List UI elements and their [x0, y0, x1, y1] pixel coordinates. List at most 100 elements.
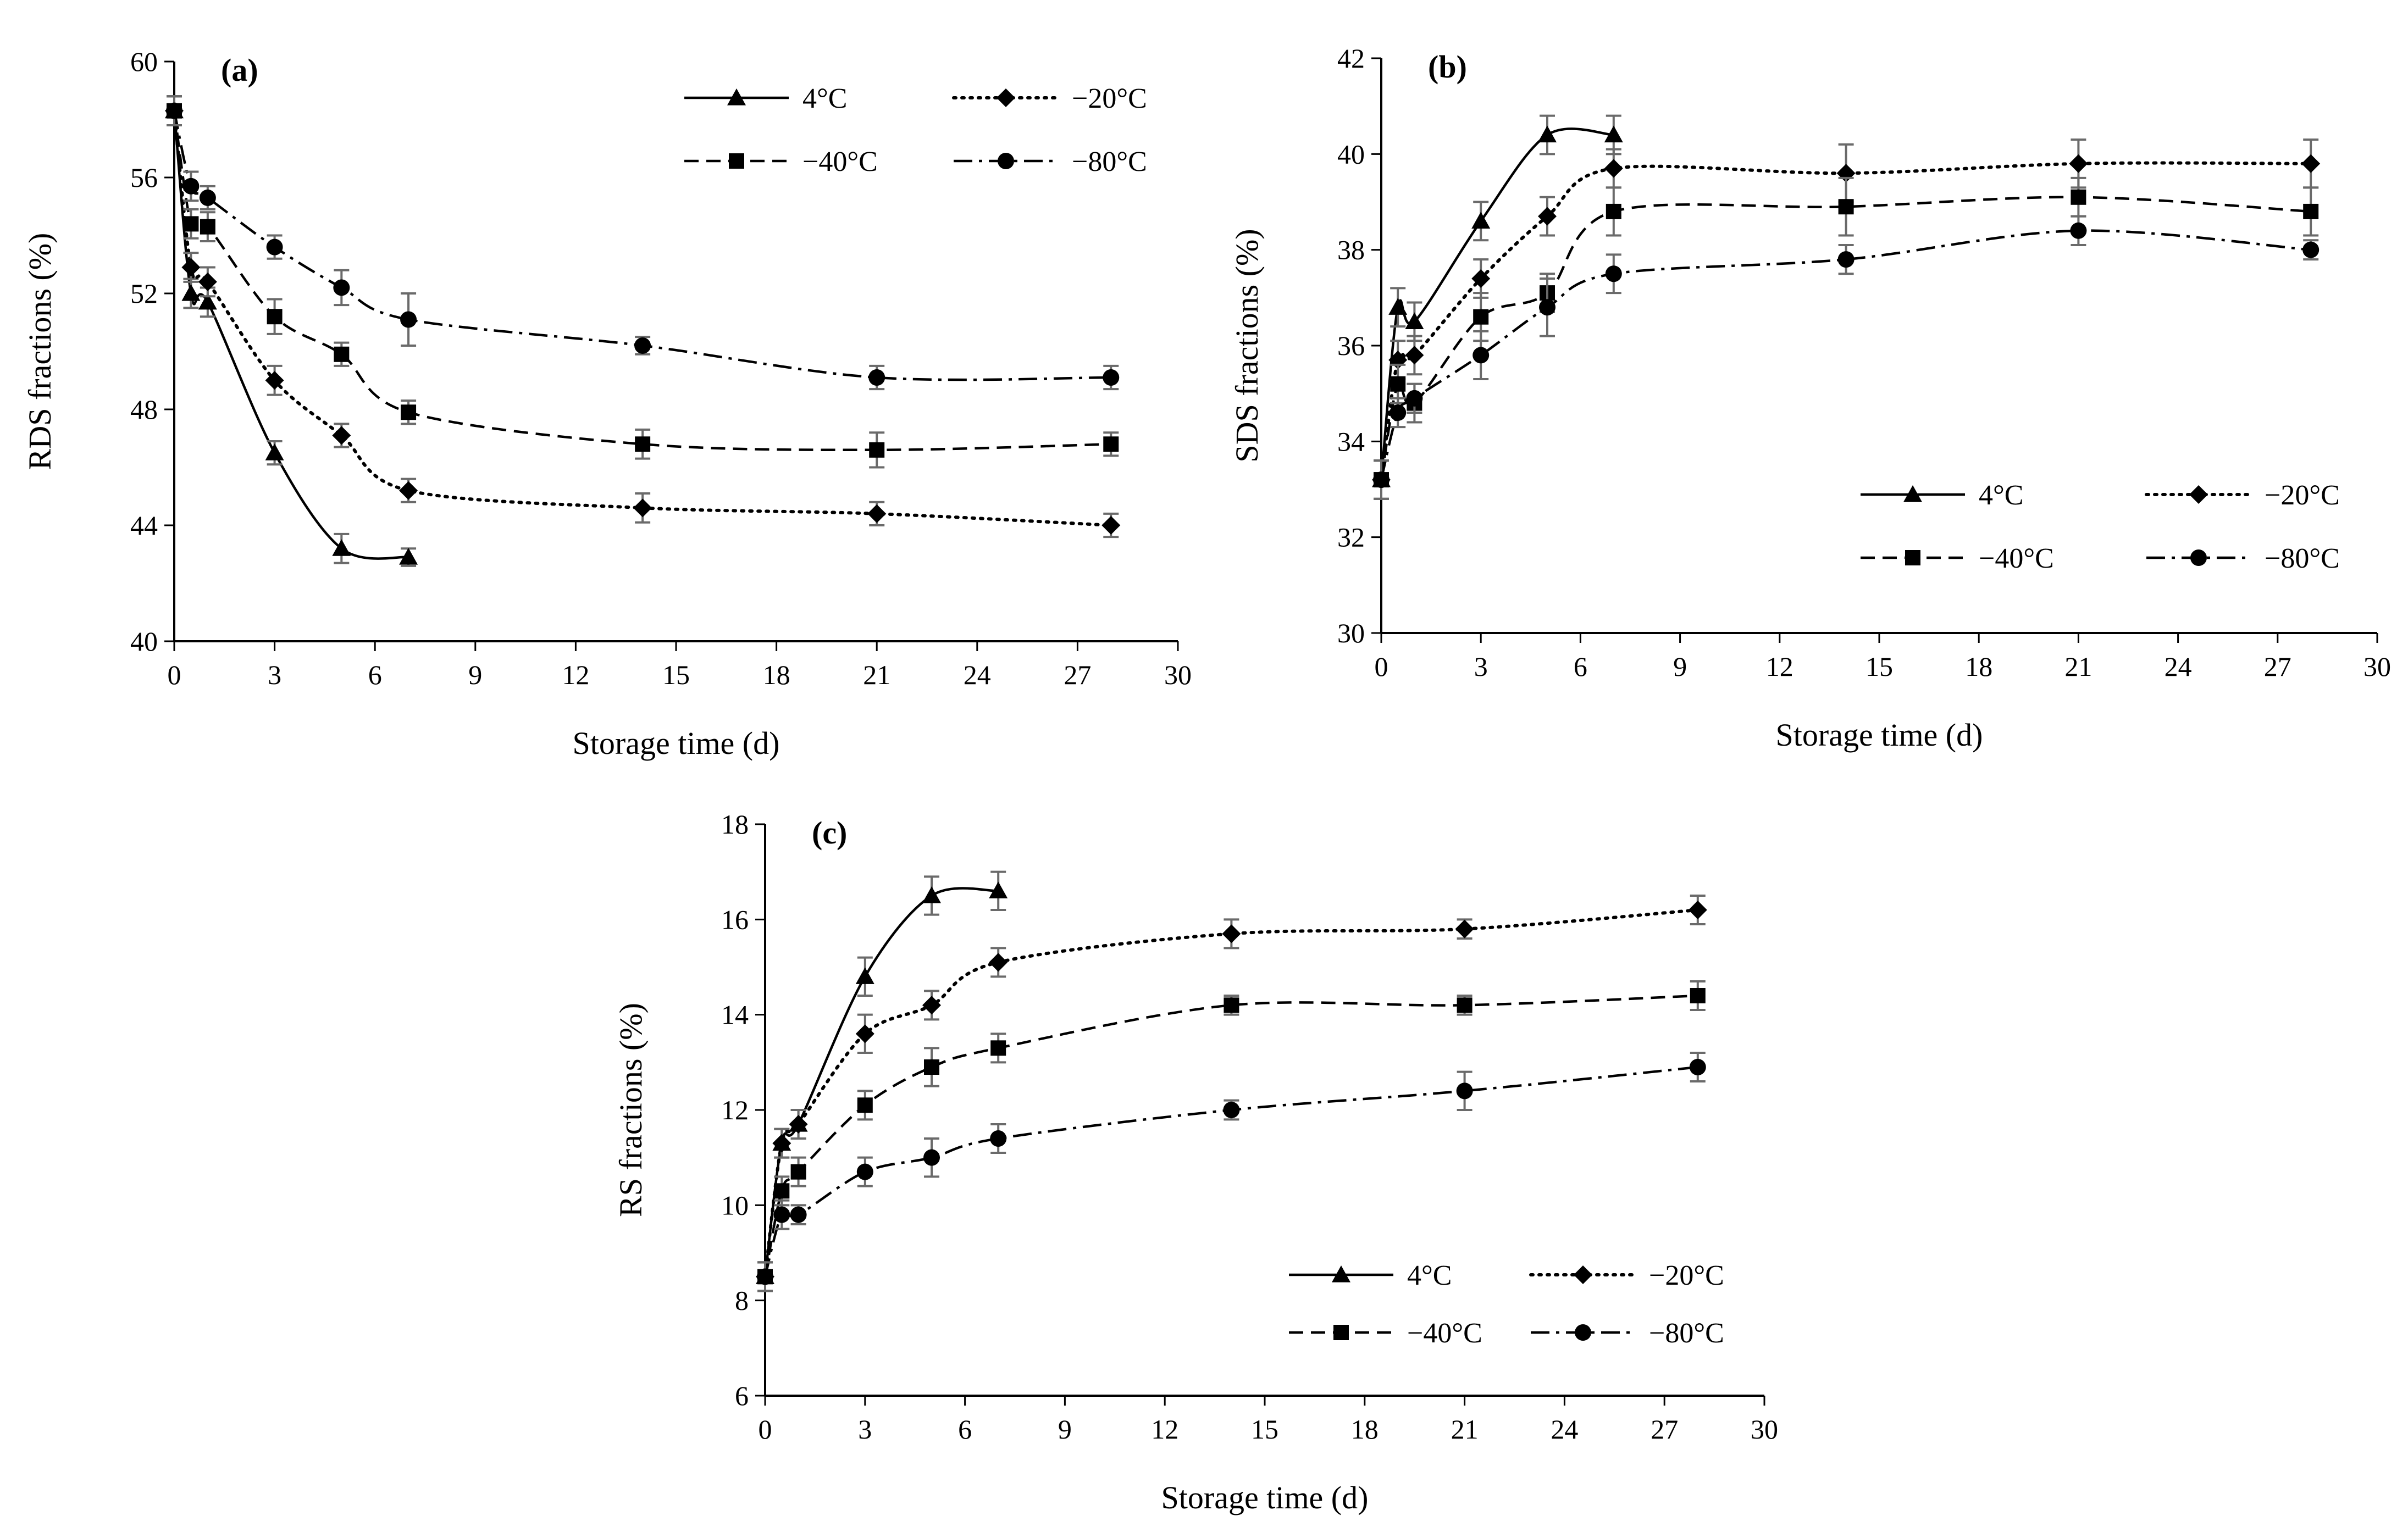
- x-tick-label: 3: [268, 659, 281, 690]
- data-point: [1689, 1059, 1706, 1075]
- x-axis-label: Storage time (d): [1776, 717, 1983, 753]
- data-point: [633, 498, 652, 518]
- data-point: [265, 371, 284, 390]
- data-point: [1690, 988, 1706, 1003]
- data-point: [772, 1134, 791, 1153]
- y-tick-label: 44: [130, 510, 158, 541]
- data-point: [1222, 924, 1241, 943]
- x-tick-label: 0: [1375, 651, 1388, 682]
- data-point: [989, 953, 1008, 972]
- y-tick-label: 10: [721, 1190, 749, 1220]
- legend-marker: [1905, 550, 1920, 565]
- x-tick-label: 21: [1451, 1414, 1479, 1445]
- x-tick-label: 15: [1251, 1414, 1278, 1445]
- x-tick-label: 15: [1865, 651, 1893, 682]
- legend-marker: [1332, 1265, 1350, 1282]
- data-point: [2069, 154, 2088, 173]
- data-point: [198, 292, 217, 310]
- x-tick-label: 15: [662, 659, 690, 690]
- data-point: [773, 1206, 790, 1223]
- series-1: [1372, 114, 1623, 500]
- data-point: [1604, 125, 1623, 143]
- data-point: [1457, 997, 1473, 1013]
- data-point: [1471, 212, 1491, 229]
- data-point: [790, 1164, 806, 1180]
- data-point: [166, 102, 182, 119]
- y-tick-label: 12: [721, 1095, 749, 1125]
- data-point: [200, 219, 215, 235]
- x-axis-label: Storage time (d): [573, 725, 780, 761]
- series-1: [165, 95, 418, 567]
- data-point: [922, 886, 941, 903]
- data-point: [855, 967, 874, 984]
- x-tick-label: 21: [863, 659, 890, 690]
- data-point: [989, 881, 1008, 898]
- legend-item: −80°C: [2146, 543, 2340, 574]
- data-point: [1471, 269, 1491, 288]
- data-point: [1837, 251, 1855, 268]
- data-point: [855, 1024, 874, 1043]
- y-tick-label: 60: [130, 46, 158, 77]
- series-3: [167, 95, 1119, 469]
- panel-label: (b): [1428, 49, 1467, 85]
- data-point: [1538, 207, 1557, 226]
- data-point: [332, 426, 351, 445]
- legend-marker: [1903, 485, 1922, 502]
- legend-label: 4°C: [1979, 480, 2023, 511]
- data-point: [181, 258, 201, 277]
- x-tick-label: 21: [2064, 651, 2092, 682]
- data-point: [401, 404, 417, 420]
- y-tick-label: 6: [735, 1380, 749, 1411]
- legend-item: −80°C: [954, 146, 1147, 177]
- data-point: [1390, 404, 1407, 421]
- data-point: [182, 177, 200, 195]
- legend: 4°C −20°C −40°C −80°C: [684, 83, 1147, 177]
- legend-marker: [998, 153, 1014, 169]
- data-point: [1473, 309, 1489, 325]
- series-2: [756, 895, 1707, 1292]
- series-line: [173, 110, 409, 560]
- series-line: [1380, 196, 2311, 480]
- data-point: [183, 216, 199, 232]
- x-axis-label: Storage time (d): [1161, 1480, 1369, 1515]
- data-point: [2071, 189, 2086, 205]
- legend-item: 4°C: [1861, 480, 2023, 511]
- data-point: [265, 443, 284, 460]
- data-point: [266, 238, 283, 256]
- legend-marker: [2190, 549, 2207, 566]
- data-point: [1103, 369, 1120, 386]
- x-tick-label: 18: [1965, 651, 1992, 682]
- series-4: [757, 1052, 1706, 1292]
- data-point: [634, 337, 651, 354]
- x-tick-label: 24: [1551, 1414, 1578, 1445]
- y-axis-label: RDS fractions (%): [22, 233, 58, 470]
- data-point: [2301, 154, 2321, 173]
- legend-marker: [2189, 485, 2208, 504]
- legend-item: −80°C: [1531, 1318, 1724, 1349]
- legend-label: −80°C: [2265, 543, 2340, 574]
- data-point: [867, 504, 887, 523]
- data-point: [923, 1149, 940, 1166]
- legend-item: 4°C: [684, 83, 847, 114]
- y-tick-label: 14: [721, 1000, 749, 1030]
- x-tick-label: 3: [858, 1414, 872, 1445]
- legend-item: −20°C: [2145, 480, 2340, 511]
- x-tick-label: 6: [958, 1414, 972, 1445]
- legend-marker: [1574, 1265, 1592, 1284]
- data-point: [757, 1268, 773, 1285]
- series-3: [757, 980, 1706, 1292]
- legend-marker: [1333, 1325, 1349, 1340]
- data-point: [868, 369, 885, 386]
- x-tick-label: 6: [368, 659, 382, 690]
- x-tick-label: 18: [1351, 1414, 1379, 1445]
- series-line: [763, 1065, 1698, 1277]
- data-point: [334, 346, 350, 362]
- series-line: [763, 908, 1700, 1279]
- data-point: [1405, 346, 1424, 365]
- data-point: [2302, 241, 2320, 258]
- legend-label: −20°C: [1072, 83, 1147, 114]
- data-point: [199, 189, 216, 206]
- legend-item: −20°C: [1529, 1260, 1724, 1291]
- data-point: [1455, 919, 1474, 939]
- legend-item: −40°C: [1861, 543, 2054, 574]
